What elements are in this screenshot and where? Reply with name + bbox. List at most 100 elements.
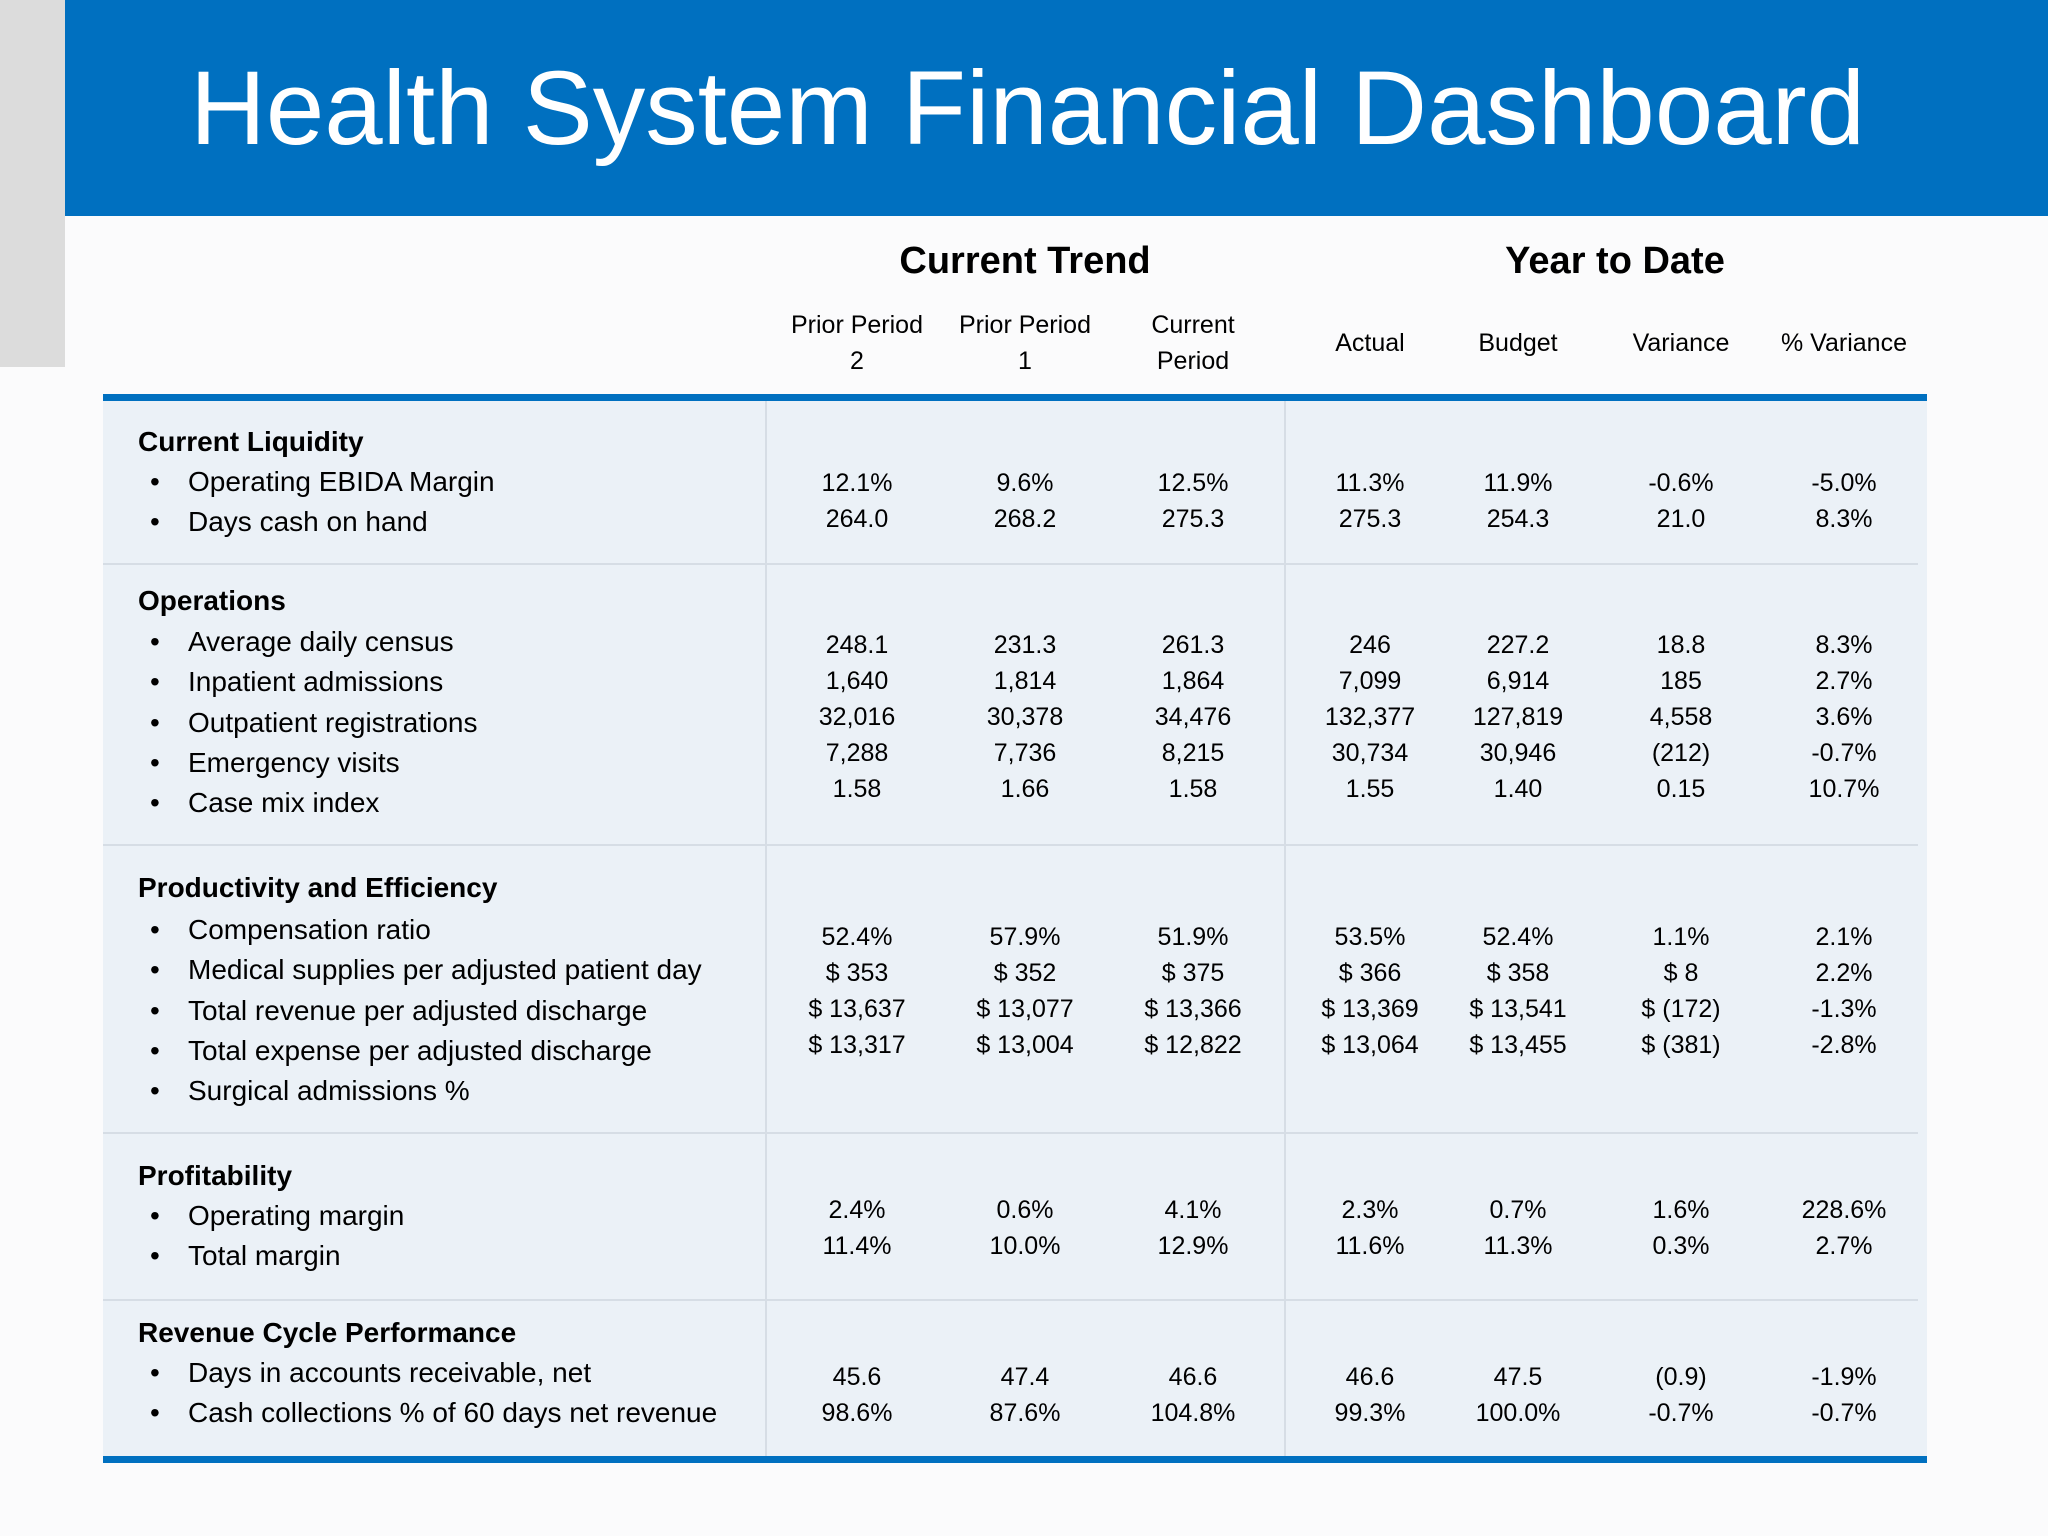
metric-label: • Inpatient admissions bbox=[150, 666, 443, 698]
metric-label-text: Total margin bbox=[188, 1240, 341, 1272]
bullet-icon: • bbox=[150, 994, 160, 1026]
table-cell: 246 bbox=[1349, 631, 1391, 659]
section-title: Profitability bbox=[138, 1160, 293, 1191]
table-cell: 275.3 bbox=[1338, 505, 1402, 533]
column-header-line: 1 bbox=[1018, 347, 1032, 375]
section-divider bbox=[103, 1132, 1918, 1134]
table-cell: 87.6% bbox=[989, 1399, 1061, 1427]
bullet-icon: • bbox=[150, 1357, 160, 1388]
metric-label: • Cash collections % of 60 days net reven… bbox=[150, 1397, 717, 1429]
table-cell: $ 8 bbox=[1663, 959, 1699, 987]
metric-label-text: Cash collections % of 60 days net revenu… bbox=[188, 1397, 718, 1429]
table-cell: 4,558 bbox=[1649, 703, 1713, 731]
bullet-icon: • bbox=[150, 1240, 160, 1272]
table-cell: 45.6 bbox=[832, 1363, 882, 1391]
table-cell: 12.9% bbox=[1157, 1232, 1229, 1260]
table-cell: 1,814 bbox=[993, 667, 1057, 695]
metric-label: • Operating margin bbox=[150, 1200, 404, 1232]
table-cell: 8.3% bbox=[1815, 631, 1873, 659]
metric-label: • Total revenue per adjusted discharge bbox=[150, 995, 647, 1027]
table-cell: 264.0 bbox=[825, 505, 889, 533]
bullet-icon: • bbox=[150, 1200, 160, 1231]
column-header-prior-period-1: Prior Period 1 bbox=[959, 307, 1091, 379]
table-cell: $ 12,822 bbox=[1144, 1031, 1242, 1059]
table-cell: 1.66 bbox=[1000, 775, 1050, 803]
table-cell: 231.3 bbox=[993, 631, 1057, 659]
table-cell: 99.3% bbox=[1334, 1399, 1406, 1427]
metric-label: • Case mix index bbox=[150, 787, 379, 819]
column-header-variance: Variance bbox=[1632, 329, 1730, 357]
table-cell: 47.5 bbox=[1493, 1363, 1543, 1391]
table-cell: 1.40 bbox=[1493, 775, 1543, 803]
table-cell: -5.0% bbox=[1811, 469, 1877, 497]
metric-label-text: Operating EBIDA Margin bbox=[188, 466, 495, 497]
metric-label: • Days cash on hand bbox=[150, 506, 428, 538]
table-cell: $ 358 bbox=[1486, 959, 1550, 987]
column-header-line: Prior Period bbox=[959, 311, 1091, 339]
table-cell: 104.8% bbox=[1150, 1399, 1236, 1427]
column-header-pct-variance: % Variance bbox=[1781, 329, 1907, 357]
table-cell: 1.55 bbox=[1345, 775, 1395, 803]
table-cell: 261.3 bbox=[1161, 631, 1225, 659]
table-cell: $ 13,637 bbox=[808, 995, 906, 1023]
section-title: Operations bbox=[138, 585, 286, 616]
table-cell: 34,476 bbox=[1154, 703, 1232, 731]
column-header-line: Prior Period bbox=[791, 311, 923, 339]
table-cell: $ (172) bbox=[1641, 995, 1721, 1023]
column-header-current-period: Current Period bbox=[1151, 307, 1234, 379]
table-cell: 52.4% bbox=[1482, 923, 1554, 951]
bullet-icon: • bbox=[150, 787, 160, 819]
section-divider bbox=[103, 844, 1918, 846]
table-cell: 0.7% bbox=[1489, 1196, 1547, 1224]
table-cell: 46.6 bbox=[1168, 1363, 1218, 1391]
table-cell: $ 13,064 bbox=[1321, 1031, 1419, 1059]
metric-label-text: Compensation ratio bbox=[188, 914, 431, 945]
table-cell: 268.2 bbox=[993, 505, 1057, 533]
metric-label-text: Case mix index bbox=[188, 787, 380, 819]
section-title: Revenue Cycle Performance bbox=[138, 1317, 517, 1348]
bullet-icon: • bbox=[150, 666, 160, 698]
dashboard-table bbox=[103, 401, 1927, 1456]
table-cell: 11.6% bbox=[1335, 1232, 1405, 1260]
bullet-icon: • bbox=[150, 954, 160, 986]
table-cell: 47.4 bbox=[1000, 1363, 1050, 1391]
table-cell: 12.1% bbox=[821, 469, 893, 497]
column-header-line: Period bbox=[1156, 347, 1230, 375]
column-header-line: Current bbox=[1151, 311, 1235, 339]
table-cell: 11.3% bbox=[1483, 1232, 1553, 1260]
bullet-icon: • bbox=[150, 626, 160, 657]
table-top-rule bbox=[103, 394, 1927, 401]
table-cell: 248.1 bbox=[825, 631, 889, 659]
table-cell: 30,378 bbox=[986, 703, 1064, 731]
column-header-line: 2 bbox=[850, 347, 864, 375]
table-cell: 6,914 bbox=[1486, 667, 1550, 695]
table-cell: 30,946 bbox=[1479, 739, 1557, 767]
table-cell: 2.7% bbox=[1815, 1232, 1873, 1260]
metric-label-text: Days cash on hand bbox=[188, 506, 428, 538]
section-divider bbox=[103, 563, 1918, 565]
table-cell: 1,640 bbox=[825, 667, 889, 695]
table-cell: -0.7% bbox=[1811, 1399, 1877, 1427]
metric-label: • Compensation ratio bbox=[150, 914, 431, 946]
table-cell: 3.6% bbox=[1815, 703, 1873, 731]
table-cell: 4.1% bbox=[1164, 1196, 1222, 1224]
section-title: Current Liquidity bbox=[138, 426, 364, 457]
table-cell: -0.6% bbox=[1648, 469, 1714, 497]
bullet-icon: • bbox=[150, 506, 160, 538]
table-cell: -1.9% bbox=[1811, 1363, 1877, 1391]
table-cell: 46.6 bbox=[1345, 1363, 1395, 1391]
metric-label-text: Total revenue per adjusted discharge bbox=[188, 994, 648, 1026]
table-cell: 1.58 bbox=[832, 775, 882, 803]
table-cell: $ (381) bbox=[1641, 1031, 1721, 1059]
table-cell: 100.0% bbox=[1475, 1399, 1561, 1427]
table-cell: (0.9) bbox=[1655, 1363, 1707, 1391]
metric-label-text: Surgical admissions % bbox=[188, 1075, 470, 1107]
table-cell: -2.8% bbox=[1811, 1031, 1877, 1059]
table-cell: 254.3 bbox=[1486, 505, 1550, 533]
table-cell: 2.2% bbox=[1815, 959, 1873, 987]
table-cell: $ 13,077 bbox=[976, 995, 1074, 1023]
table-cell: 18.8 bbox=[1656, 631, 1706, 659]
table-cell: 52.4% bbox=[821, 923, 893, 951]
table-cell: 0.15 bbox=[1656, 775, 1706, 803]
table-cell: (212) bbox=[1651, 739, 1711, 767]
